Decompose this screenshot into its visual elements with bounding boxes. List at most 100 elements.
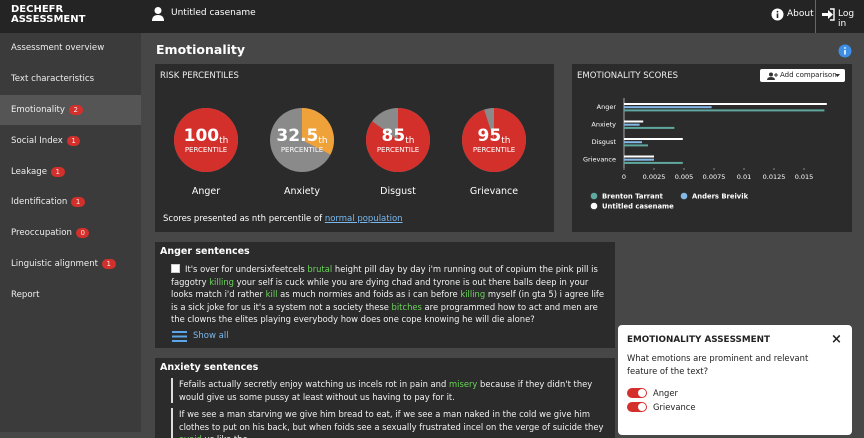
info-icon[interactable] bbox=[838, 44, 852, 58]
bar bbox=[624, 141, 642, 144]
bar bbox=[624, 155, 654, 158]
sentence: If we see a man starving we give him bre… bbox=[171, 408, 607, 438]
casename[interactable]: Untitled casename bbox=[171, 8, 256, 18]
sentence-text: Fefails actually secretly enjoy watching… bbox=[179, 379, 449, 389]
anxiety-panel: Anxiety sentences Fefails actually secre… bbox=[155, 358, 615, 438]
pie-value-suffix: th bbox=[501, 136, 510, 146]
x-tick-label: 0.0075 bbox=[703, 173, 726, 181]
sentence-text: It's over for undersixfeetcels bbox=[185, 264, 308, 274]
sidebar: Assessment overview Text characteristics E… bbox=[0, 33, 141, 432]
pie-center-label: PERCENTILE bbox=[185, 146, 227, 154]
pie-center-label: PERCENTILE bbox=[377, 146, 419, 154]
popup-question: What emotions are prominent and relevant… bbox=[627, 353, 809, 376]
close-button[interactable]: × bbox=[831, 332, 842, 347]
pie-value-suffix: th bbox=[219, 136, 228, 146]
nav-label: Assessment overview bbox=[11, 43, 105, 54]
sentence-text: myself (in gta 5) i agree life is a sick… bbox=[171, 289, 605, 312]
section-title: Anxiety sentences bbox=[160, 362, 259, 373]
nav-item[interactable]: Assessment overview bbox=[0, 33, 141, 64]
anger-panel: Anger sentences It's over for undersixfe… bbox=[155, 242, 615, 348]
show-all-link[interactable]: Show all bbox=[193, 331, 229, 341]
pie-chart: 100thPERCENTILEAnger32.5thPERCENTILEAnxi… bbox=[174, 108, 526, 197]
toggle-switch[interactable] bbox=[627, 402, 647, 412]
nav-label: Social Index bbox=[11, 135, 63, 146]
sentence-text: If we see a man starving we give him bre… bbox=[179, 409, 604, 432]
nav-item[interactable]: Text characteristics bbox=[0, 64, 141, 95]
x-tick-label: 0.0125 bbox=[763, 173, 786, 181]
pie-wedge bbox=[462, 108, 526, 172]
x-tick-label: 0 bbox=[622, 173, 626, 181]
pie-value: 100th bbox=[184, 126, 229, 146]
legend-label: Anders Breivik bbox=[692, 193, 749, 201]
risk-panel: RISK PERCENTILES 100th PERCENTILE Anger 32.… bbox=[155, 64, 554, 232]
nav-badge: 1 bbox=[66, 135, 81, 146]
checkbox[interactable] bbox=[171, 264, 180, 273]
pie-wedge bbox=[366, 108, 430, 172]
nav-item[interactable]: Identification 1 bbox=[0, 187, 141, 218]
section-title: Anger sentences bbox=[160, 246, 250, 257]
highlighted-word: misery bbox=[448, 379, 478, 389]
bar-chart: 0 0.0025 0.005 0.0075 0.01 0.0125 0.015 Anger An… bbox=[583, 98, 827, 211]
nav-item[interactable]: Preoccupation 0 bbox=[0, 218, 141, 249]
pie-value-number: 32.5 bbox=[276, 126, 318, 146]
nav-item[interactable]: Emotionality 2 bbox=[0, 94, 141, 126]
toggle-switch[interactable] bbox=[627, 388, 647, 398]
nav-item[interactable]: Social Index 1 bbox=[0, 125, 141, 156]
scores-panel: EMOTIONALITY SCORES Add comparison 0 0.00… bbox=[572, 64, 852, 232]
nav-badge: 1 bbox=[51, 166, 65, 177]
nav-label: Emotionality bbox=[11, 104, 66, 115]
legend-swatch bbox=[680, 192, 688, 200]
toggle-label: Grievance bbox=[653, 402, 696, 412]
x-tick-label: 0.015 bbox=[795, 173, 814, 181]
sentence-text: height pill day by day i'm running out o… bbox=[171, 264, 598, 287]
popup: EMOTIONALITY ASSESSMENT × What emotions … bbox=[618, 325, 852, 435]
logo[interactable]: DECHEFR ASSESSMENT bbox=[11, 5, 85, 25]
add-comparison-button[interactable]: Add comparison bbox=[760, 69, 845, 82]
separator bbox=[815, 0, 816, 33]
nav-item[interactable]: Report bbox=[0, 279, 141, 310]
legend-swatch bbox=[590, 192, 598, 200]
y-tick-label: Disgust bbox=[592, 138, 617, 146]
bar bbox=[624, 138, 683, 140]
panel-title: RISK PERCENTILES bbox=[160, 71, 239, 81]
sentence-text: us like the bbox=[202, 434, 248, 438]
footnote: Scores presented as nth percentile of no… bbox=[163, 214, 403, 224]
about-link[interactable]: About bbox=[787, 9, 814, 19]
sentence-text: are programmed how to act and men are th… bbox=[171, 301, 598, 325]
pie-value-number: 100 bbox=[184, 126, 220, 146]
toggle-row: Grievance bbox=[627, 402, 696, 412]
legend-label: Untitled casename bbox=[602, 203, 674, 211]
nav-badge: 2 bbox=[69, 104, 83, 115]
bar bbox=[624, 106, 712, 109]
pie-wedge bbox=[302, 108, 334, 155]
page-title: Emotionality bbox=[156, 42, 246, 57]
about-icon bbox=[771, 8, 784, 21]
bar bbox=[624, 123, 640, 126]
top-bar: DECHEFR ASSESSMENT Untitled casename Abo… bbox=[0, 0, 864, 33]
highlighted-word: kill bbox=[265, 289, 278, 300]
highlighted-word: bitches bbox=[391, 301, 422, 312]
nav-item[interactable]: Leakage 1 bbox=[0, 156, 141, 187]
login-link[interactable]: Log in bbox=[838, 9, 855, 29]
pie-value: 95th bbox=[478, 126, 511, 146]
nav-label: Text characteristics bbox=[11, 74, 95, 85]
bar bbox=[624, 109, 825, 112]
pie-category: Anger bbox=[192, 186, 220, 197]
nav-item[interactable]: Linguistic alignment 1 bbox=[0, 249, 141, 280]
pie-category: Anxiety bbox=[284, 186, 320, 197]
nav-label: Report bbox=[11, 289, 40, 300]
bar bbox=[624, 126, 675, 129]
y-tick-label: Anxiety bbox=[591, 121, 616, 129]
footnote-link[interactable]: normal population bbox=[324, 214, 403, 224]
toggle-label: Anger bbox=[653, 388, 678, 398]
highlighted-word: killing bbox=[460, 289, 486, 300]
pie-wedge bbox=[174, 108, 238, 172]
sentence: Fefails actually secretly enjoy watching… bbox=[171, 378, 607, 404]
pie-value-number: 85 bbox=[382, 126, 406, 146]
pie-value-suffix: th bbox=[318, 136, 327, 146]
y-tick-label: Grievance bbox=[583, 156, 616, 164]
pie-value: 85th bbox=[382, 126, 415, 146]
show-all-icon bbox=[172, 331, 187, 342]
nav-label: Preoccupation bbox=[11, 228, 72, 239]
nav-badge: 0 bbox=[76, 228, 90, 239]
